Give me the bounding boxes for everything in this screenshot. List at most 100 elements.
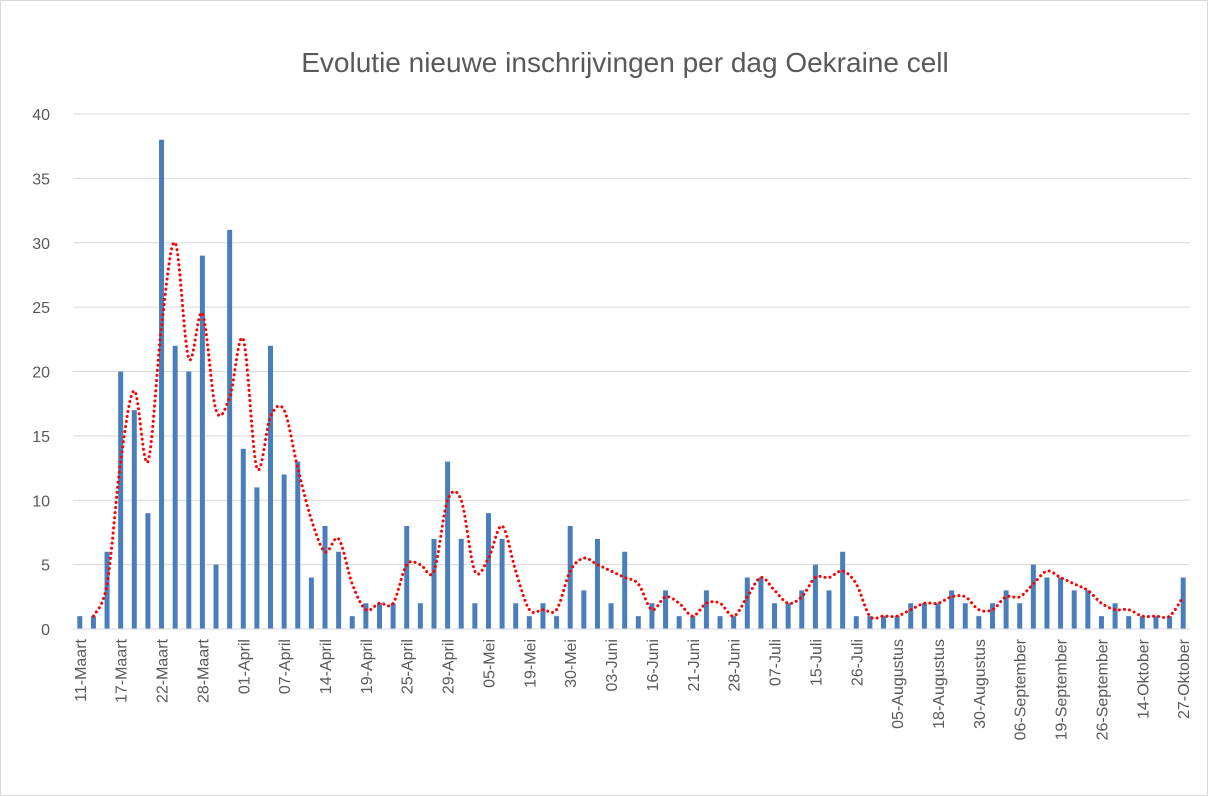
x-tick-label: 07-April xyxy=(277,639,294,694)
bar xyxy=(172,345,178,629)
bar xyxy=(976,616,982,629)
bar xyxy=(581,590,587,629)
bar xyxy=(772,603,778,629)
x-tick-label: 18-Augustus xyxy=(931,639,948,729)
bar xyxy=(404,526,410,629)
bar xyxy=(853,616,859,629)
x-tick-label: 27-Oktober xyxy=(1176,638,1193,719)
bar xyxy=(1112,603,1118,629)
x-tick-label: 30-Mei xyxy=(563,639,580,688)
bar xyxy=(567,526,573,629)
x-tick-label: 17-Maart xyxy=(114,638,131,703)
bar xyxy=(635,616,641,629)
bar xyxy=(308,577,314,629)
bar xyxy=(159,139,165,629)
x-tick-label: 15-Juli xyxy=(808,639,825,686)
bar xyxy=(935,603,941,629)
bar xyxy=(445,461,451,629)
bar xyxy=(199,255,205,629)
bar xyxy=(145,513,151,629)
trendline xyxy=(91,241,1185,620)
bar xyxy=(758,577,764,629)
x-tick-label: 28-Juni xyxy=(727,639,744,691)
bar xyxy=(499,538,505,629)
bar xyxy=(295,461,301,629)
bar xyxy=(908,603,914,629)
x-tick-label: 14-Oktober xyxy=(1135,638,1152,719)
y-tick-label: 40 xyxy=(32,107,50,124)
bar xyxy=(431,538,437,629)
bar xyxy=(336,551,342,629)
x-tick-label: 28-Maart xyxy=(195,638,212,703)
bar xyxy=(744,577,750,629)
bar xyxy=(921,603,927,629)
y-tick-label: 30 xyxy=(32,236,50,253)
x-tick-label: 19-September xyxy=(1054,638,1071,740)
x-tick-label: 16-Juni xyxy=(645,639,662,691)
x-tick-label: 26-September xyxy=(1094,638,1111,740)
bar xyxy=(1167,616,1173,629)
x-tick-label: 05-Augustus xyxy=(890,639,907,729)
bar xyxy=(785,603,791,629)
bar xyxy=(363,603,369,629)
bar xyxy=(676,616,682,629)
bar xyxy=(649,603,655,629)
bar xyxy=(240,448,246,629)
bar xyxy=(349,616,355,629)
bar xyxy=(622,551,628,629)
bar xyxy=(254,487,260,629)
bar xyxy=(594,538,600,629)
bar xyxy=(949,590,955,629)
bar xyxy=(703,590,709,629)
y-tick-label: 35 xyxy=(32,171,50,188)
x-tick-label: 05-Mei xyxy=(481,639,498,688)
x-tick-label: 25-April xyxy=(400,639,417,694)
y-tick-label: 0 xyxy=(41,622,50,639)
y-tick-label: 10 xyxy=(32,493,50,510)
bar xyxy=(608,603,614,629)
x-tick-label: 07-Juli xyxy=(768,639,785,686)
bar xyxy=(526,616,532,629)
y-tick-label: 25 xyxy=(32,300,50,317)
bar xyxy=(131,410,137,629)
x-tick-label: 19-Mei xyxy=(522,639,539,688)
bar xyxy=(458,538,464,629)
x-tick-label: 03-Juni xyxy=(604,639,621,691)
bar xyxy=(1003,590,1009,629)
bar xyxy=(1126,616,1132,629)
bar xyxy=(213,564,219,629)
x-tick-label: 19-April xyxy=(359,639,376,694)
x-tick-label: 30-Augustus xyxy=(972,639,989,729)
bar xyxy=(268,345,274,629)
y-tick-label: 20 xyxy=(32,365,50,382)
bar xyxy=(186,371,192,629)
bar xyxy=(799,590,805,629)
bar xyxy=(554,616,560,629)
bar xyxy=(881,616,887,629)
x-tick-label: 14-April xyxy=(318,639,335,694)
bar xyxy=(731,616,737,629)
bar xyxy=(1044,577,1050,629)
bar xyxy=(1071,590,1077,629)
x-tick-label: 11-Maart xyxy=(73,638,90,701)
bar xyxy=(376,603,382,629)
x-tick-label: 21-Juni xyxy=(686,639,703,691)
bar xyxy=(663,590,669,629)
bar xyxy=(1085,590,1091,629)
x-tick-label: 06-September xyxy=(1013,638,1030,740)
bar xyxy=(227,229,233,629)
bar xyxy=(1098,616,1104,629)
bar xyxy=(322,526,328,629)
bar xyxy=(894,616,900,629)
bar xyxy=(540,603,546,629)
bar xyxy=(390,603,396,629)
bar xyxy=(1030,564,1036,629)
bar xyxy=(104,551,110,629)
bar xyxy=(472,603,478,629)
bar xyxy=(812,564,818,629)
y-tick-label: 5 xyxy=(41,558,50,575)
bar xyxy=(281,474,287,629)
bar xyxy=(513,603,519,629)
bar xyxy=(1139,616,1145,629)
